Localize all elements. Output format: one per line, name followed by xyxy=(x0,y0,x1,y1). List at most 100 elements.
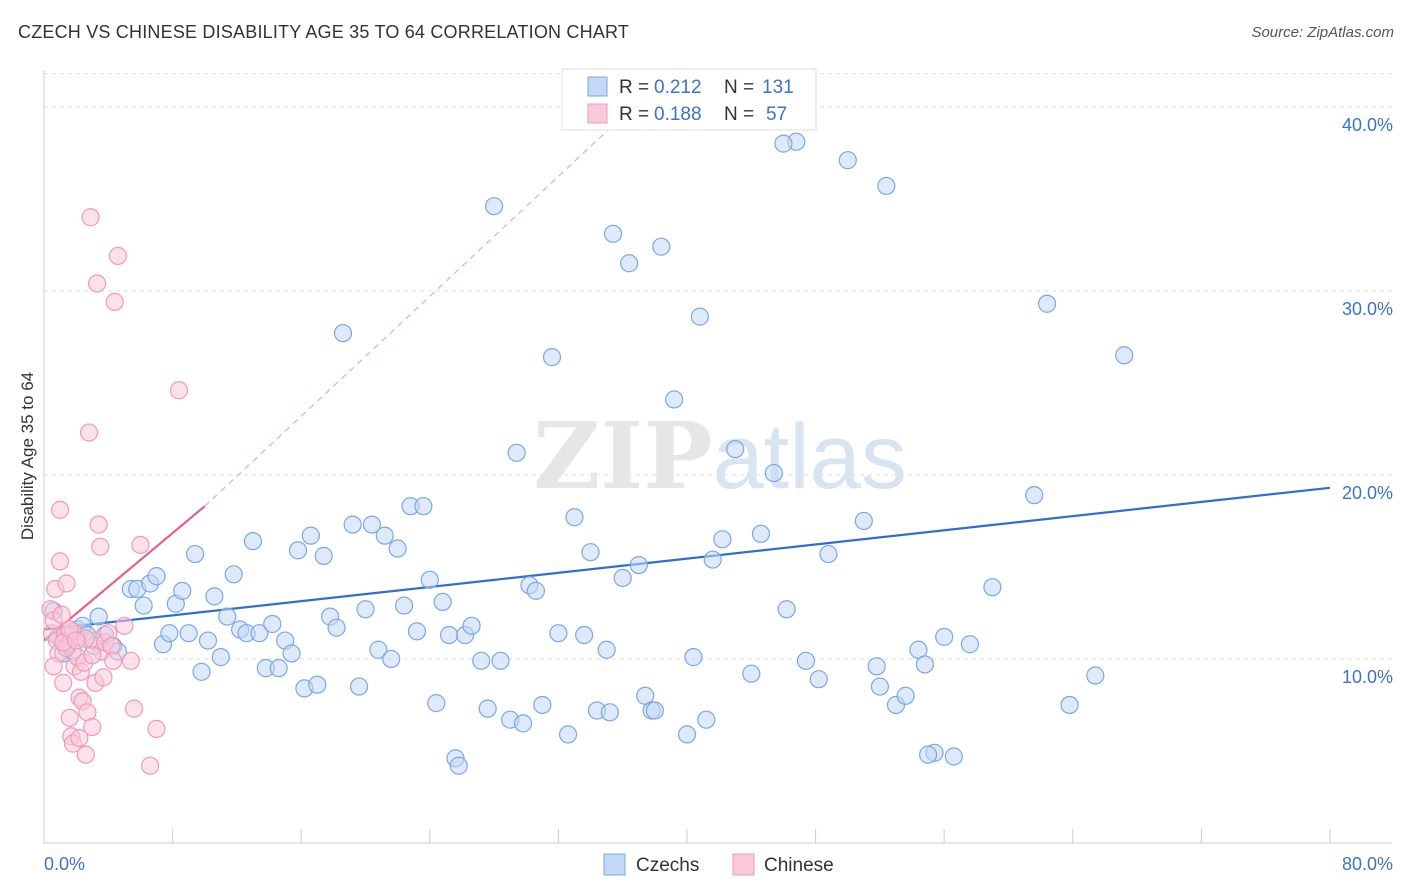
data-point-czechs xyxy=(809,670,828,689)
x-tick-label: 80.0% xyxy=(1342,854,1393,874)
legend-r-label-chinese: R = xyxy=(619,104,649,125)
data-point-czechs xyxy=(526,581,545,600)
data-point-czechs xyxy=(935,627,954,646)
data-point-czechs xyxy=(713,530,732,549)
y-axis-label: Disability Age 35 to 64 xyxy=(18,372,37,540)
data-point-czechs xyxy=(575,625,594,645)
data-point-czechs xyxy=(478,699,497,718)
data-points xyxy=(41,132,1134,775)
data-point-chinese xyxy=(94,668,113,687)
trend-lines xyxy=(43,93,1331,642)
data-point-czechs xyxy=(427,694,446,713)
data-point-czechs xyxy=(915,655,935,674)
data-point-czechs xyxy=(382,649,401,669)
data-point-czechs xyxy=(751,524,771,543)
legend-n-label-chinese: N = xyxy=(724,104,754,125)
data-point-chinese xyxy=(50,500,70,519)
data-point-czechs xyxy=(314,546,333,565)
data-point-czechs xyxy=(726,440,745,459)
data-point-chinese xyxy=(44,657,63,676)
data-point-czechs xyxy=(603,224,623,243)
data-point-czechs xyxy=(462,616,481,635)
data-point-chinese xyxy=(83,717,102,737)
data-point-czechs xyxy=(301,526,320,545)
data-point-chinese xyxy=(140,756,160,775)
data-point-chinese xyxy=(83,646,102,665)
data-point-czechs xyxy=(349,677,369,696)
data-point-czechs xyxy=(179,624,198,643)
data-point-czechs xyxy=(613,568,632,588)
y-tick-label: 20.0% xyxy=(1342,483,1393,503)
legend-n-value-czechs: 131 xyxy=(762,77,794,98)
data-point-chinese xyxy=(79,423,99,442)
data-point-chinese xyxy=(87,274,107,293)
data-point-chinese xyxy=(50,552,70,571)
data-point-czechs xyxy=(533,695,552,715)
data-point-czechs xyxy=(369,640,388,659)
data-point-czechs xyxy=(877,176,896,196)
data-point-czechs xyxy=(362,515,382,534)
legend-n-value-chinese: 57 xyxy=(766,104,787,125)
data-point-czechs xyxy=(173,581,192,600)
data-point-czechs xyxy=(198,631,218,650)
legend-r-value-czechs: 0.212 xyxy=(654,77,702,98)
data-point-czechs xyxy=(645,701,664,720)
data-point-czechs xyxy=(600,703,619,722)
data-point-czechs xyxy=(581,543,600,562)
data-point-czechs xyxy=(1060,695,1079,715)
data-point-czechs xyxy=(263,614,282,634)
data-point-czechs xyxy=(147,567,166,586)
data-point-czechs xyxy=(343,515,362,534)
axes xyxy=(43,70,1392,844)
data-point-czechs xyxy=(542,348,562,367)
data-point-czechs xyxy=(549,624,568,643)
data-point-czechs xyxy=(472,651,491,670)
data-point-czechs xyxy=(565,508,584,527)
data-point-czechs xyxy=(919,745,938,764)
grid-lines xyxy=(44,73,1392,660)
data-point-czechs xyxy=(211,648,230,667)
data-point-czechs xyxy=(250,624,269,643)
trend-line-chinese-extended xyxy=(204,93,648,507)
y-tick-label: 30.0% xyxy=(1342,299,1393,319)
data-point-chinese xyxy=(70,728,89,748)
data-point-czechs xyxy=(867,657,886,676)
data-point-czechs xyxy=(944,747,963,766)
data-point-czechs xyxy=(854,511,873,531)
chart-source: Source: ZipAtlas.com xyxy=(1251,24,1394,41)
data-point-czechs xyxy=(690,307,709,326)
data-point-czechs xyxy=(819,544,838,564)
data-point-czechs xyxy=(1115,346,1134,365)
data-point-czechs xyxy=(513,714,533,733)
data-point-czechs xyxy=(186,544,205,564)
data-point-czechs xyxy=(388,539,407,558)
data-point-czechs xyxy=(394,596,414,615)
data-point-czechs xyxy=(870,677,890,696)
bottom-legend-swatch-chinese xyxy=(732,853,755,876)
data-point-czechs xyxy=(558,725,578,744)
data-point-czechs xyxy=(327,618,346,637)
data-point-czechs xyxy=(89,607,108,626)
data-point-chinese xyxy=(67,631,86,650)
bottom-legend: Czechs Chinese xyxy=(603,853,834,876)
trend-line-czechs xyxy=(43,486,1331,631)
data-point-czechs xyxy=(491,651,510,670)
data-point-czechs xyxy=(597,640,616,659)
data-point-chinese xyxy=(115,616,134,635)
data-point-chinese xyxy=(147,719,166,738)
data-point-czechs xyxy=(160,624,179,643)
legend: R = 0.212 N = 131 R = 0.188 N = 57 xyxy=(561,68,817,131)
data-point-czechs xyxy=(449,756,468,775)
data-point-czechs xyxy=(983,578,1002,597)
data-point-czechs xyxy=(439,625,459,645)
chart-title: CZECH VS CHINESE DISABILITY AGE 35 TO 64… xyxy=(18,22,630,42)
data-point-chinese xyxy=(76,745,95,764)
data-point-czechs xyxy=(507,443,526,462)
data-point-czechs xyxy=(308,675,327,694)
bottom-legend-label-chinese: Chinese xyxy=(764,855,834,876)
trend-line-chinese xyxy=(43,505,206,642)
data-point-czechs xyxy=(288,541,308,560)
data-point-chinese xyxy=(131,535,150,554)
data-point-czechs xyxy=(224,565,243,584)
